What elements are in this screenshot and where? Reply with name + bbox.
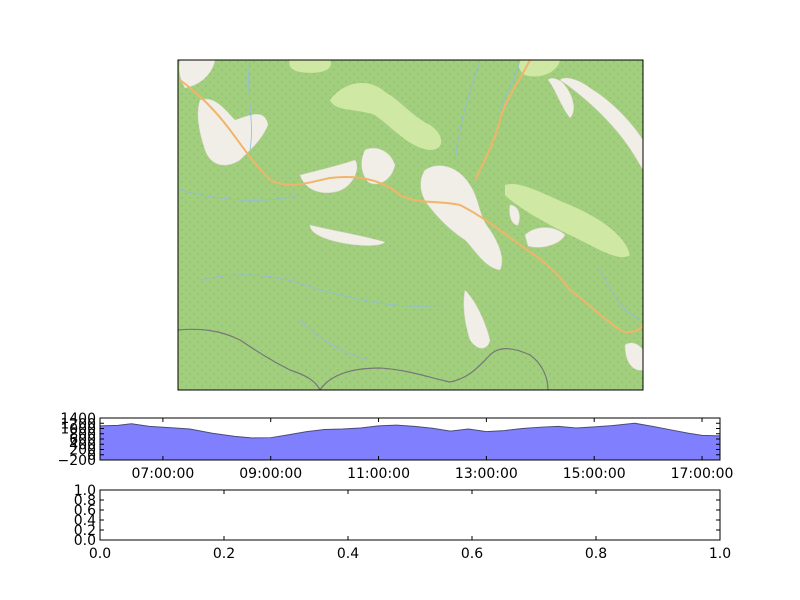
map-settlement [524, 227, 566, 248]
map-meadow [505, 184, 630, 258]
map-settlement [624, 342, 643, 371]
map-meadow [518, 60, 560, 77]
map-settlement [559, 77, 643, 171]
map-boundary [178, 328, 549, 390]
y-tick-label: 0.0 [74, 533, 96, 549]
y-tick-label: 0.4 [74, 513, 96, 529]
x-tick-label: 09:00:00 [239, 466, 302, 482]
y-tick-label: 0.8 [74, 493, 96, 509]
x-tick-label: 0.8 [585, 546, 607, 562]
x-tick-label: 0.6 [461, 546, 483, 562]
map-settlement [299, 159, 358, 193]
elevation-x-axis: 07:00:00 09:00:00 11:00:00 13:00:00 15:00:00… [131, 418, 733, 482]
y-tick-label: 1200 [60, 416, 96, 432]
map-roads [179, 60, 643, 334]
y-tick-label: 0 [87, 448, 96, 464]
y-tick-label: 800 [69, 427, 96, 443]
x-tick-label: 07:00:00 [131, 466, 194, 482]
x-tick-label: 17:00:00 [671, 466, 734, 482]
x-tick-label: 0.2 [213, 546, 235, 562]
map-streams [179, 60, 641, 361]
empty-y-axis: 0.00.20.40.60.81.0 [74, 483, 720, 549]
empty-x-axis: 0.0 0.2 0.4 0.6 0.8 1.0 [89, 490, 731, 562]
elevation-frame [99, 417, 721, 461]
y-tick-label: 600 [69, 432, 96, 448]
x-tick-label: 0.0 [89, 546, 111, 562]
map-panel [177, 59, 644, 391]
x-tick-label: 11:00:00 [347, 466, 410, 482]
y-tick-label: 0.6 [74, 503, 96, 519]
map-meadow [330, 82, 442, 150]
map-settlement [547, 78, 574, 119]
x-tick-label: 15:00:00 [563, 466, 626, 482]
y-tick-label: 200 [69, 443, 96, 459]
y-tick-label: 1000 [60, 422, 96, 438]
y-tick-label: −200 [58, 453, 96, 469]
map-settlement [420, 165, 503, 271]
elevation-area [100, 423, 720, 460]
map-settlement [178, 60, 216, 89]
map-meadow [289, 60, 331, 73]
x-tick-label: 13:00:00 [455, 466, 518, 482]
x-tick-label: 0.4 [337, 546, 359, 562]
y-tick-label: 0.2 [74, 523, 96, 539]
map-settlement [309, 224, 386, 246]
elevation-line [99, 422, 721, 439]
empty-axes-panel: 0.0 0.2 0.4 0.6 0.8 1.0 0.00.20.40.60.81.0 [74, 483, 731, 562]
map-settlement [361, 147, 396, 185]
y-tick-label: 400 [69, 437, 96, 453]
y-tick-label: 1.0 [74, 483, 96, 499]
map-frame [177, 59, 644, 391]
x-tick-label: 1.0 [709, 546, 731, 562]
map-settlement [463, 289, 491, 349]
elevation-profile-panel: 07:00:00 09:00:00 11:00:00 13:00:00 15:00:00… [58, 411, 734, 482]
elevation-area-layer [99, 422, 721, 460]
map-settlement [509, 204, 520, 226]
empty-frame [99, 489, 721, 541]
y-tick-label: 1400 [60, 411, 96, 427]
